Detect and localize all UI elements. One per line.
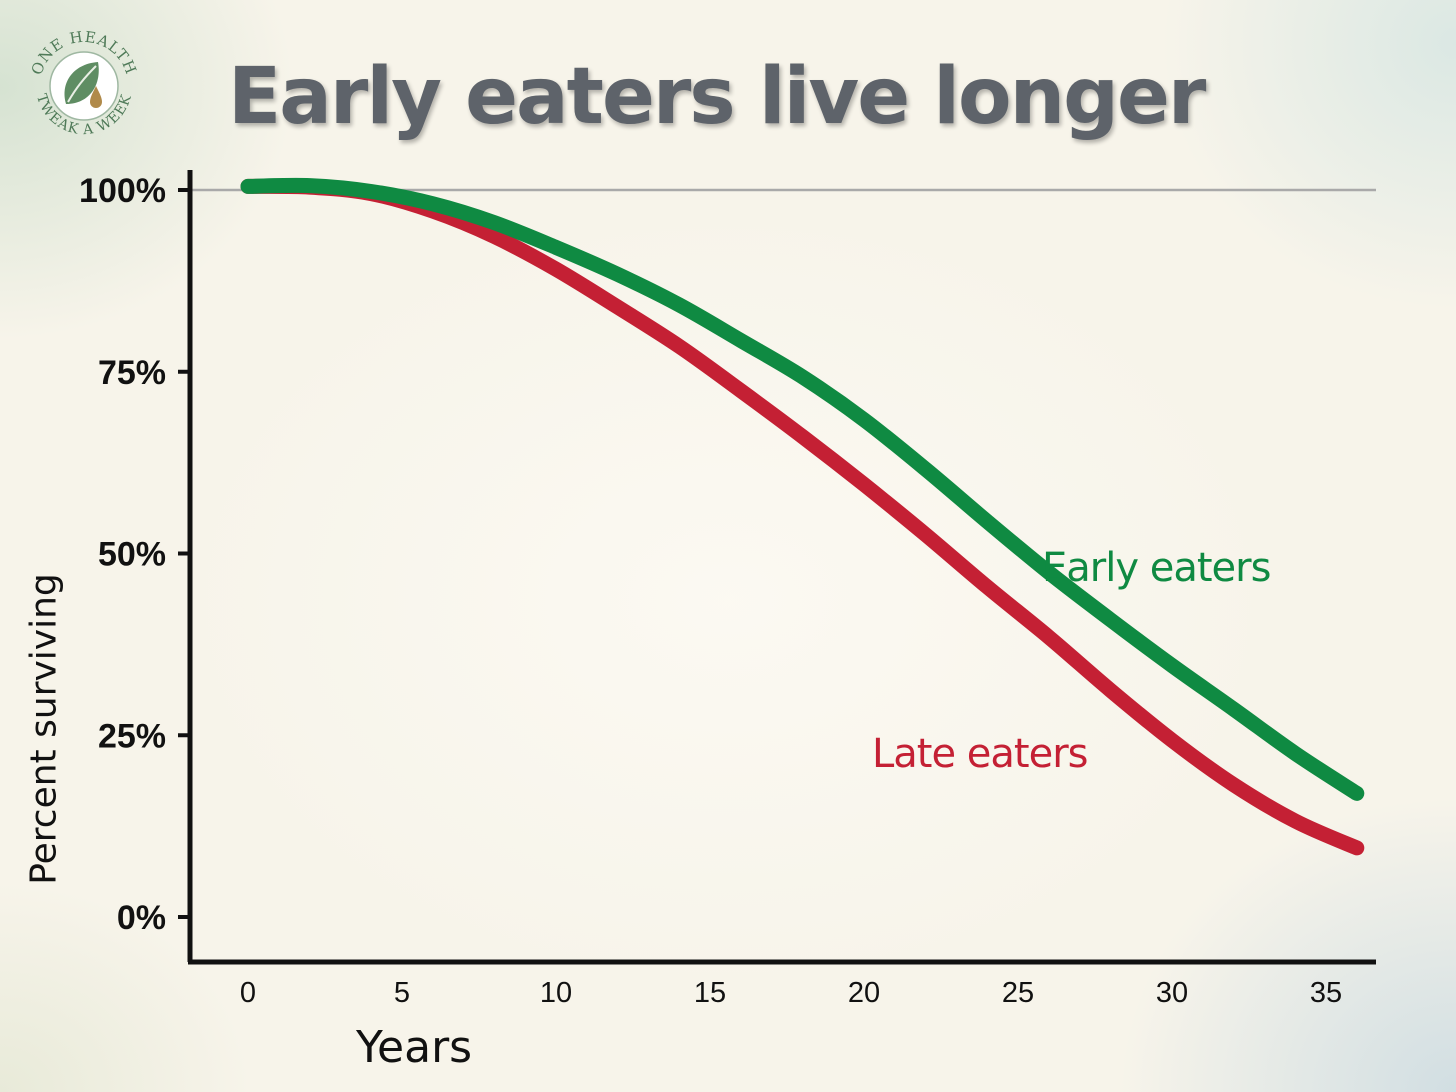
y-tick-label: 75% <box>98 354 166 392</box>
x-tick-label: 30 <box>1156 977 1188 1009</box>
y-axis-label: Percent surviving <box>23 573 65 885</box>
series-line-late-eaters <box>240 178 1365 856</box>
series-label-early-eaters: Early eaters <box>1042 545 1270 591</box>
x-tick-label: 35 <box>1310 977 1342 1009</box>
y-tick-label: 50% <box>98 536 166 574</box>
y-tick-label: 100% <box>79 172 166 210</box>
chart-title: Early eaters live longer <box>228 52 1206 142</box>
leaf-drop-icon <box>64 62 102 108</box>
x-tick-label: 25 <box>1002 977 1034 1009</box>
one-health-logo: ONE HEALTH TWEAK A WEEK <box>28 28 140 139</box>
x-tick-label: 20 <box>848 977 880 1009</box>
y-tick-label: 0% <box>117 899 166 937</box>
series-label-late-eaters: Late eaters <box>872 731 1088 777</box>
x-axis-label: Years <box>356 1022 473 1073</box>
x-tick-label: 0 <box>240 977 256 1009</box>
x-tick-label: 15 <box>694 977 726 1009</box>
series-line-early-eaters <box>240 177 1365 801</box>
y-tick-label: 25% <box>98 717 166 755</box>
x-tick-label: 10 <box>540 977 572 1009</box>
x-tick-label: 5 <box>394 977 410 1009</box>
